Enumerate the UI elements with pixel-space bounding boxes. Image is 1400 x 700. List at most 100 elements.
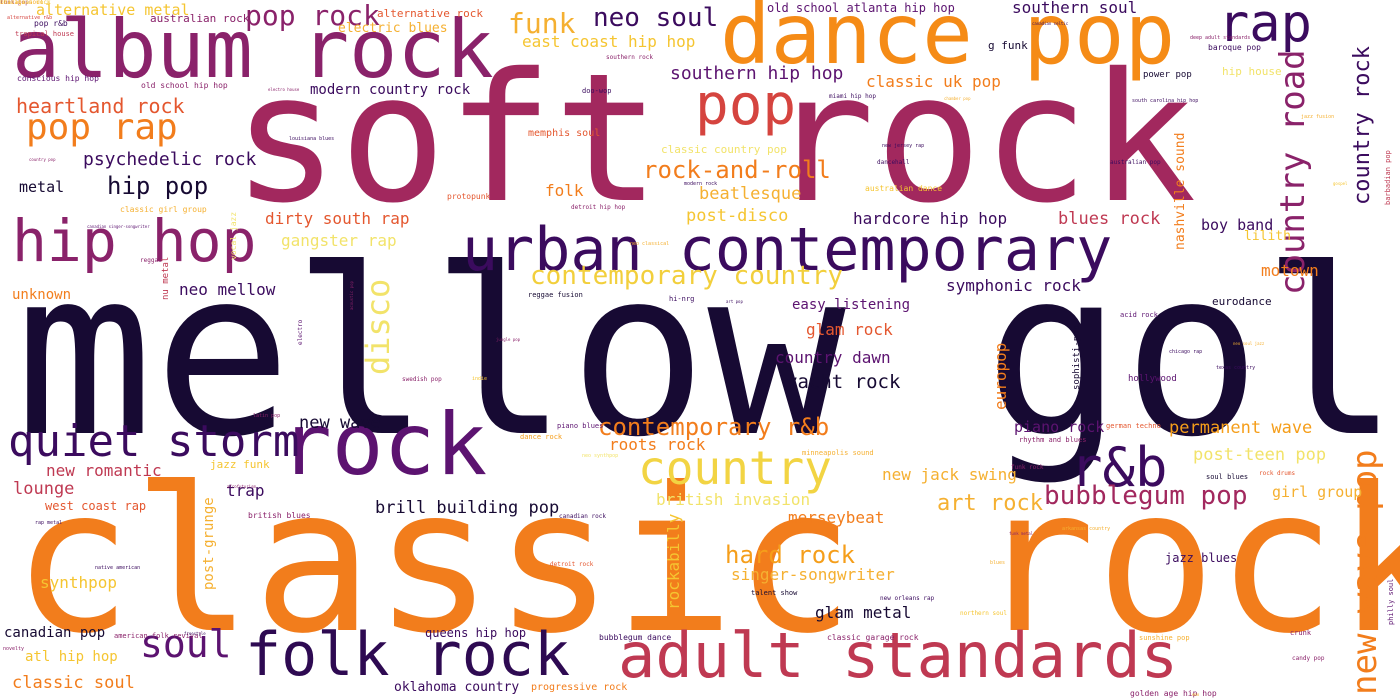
- genre-word: art rock: [937, 493, 1043, 515]
- genre-word: girl group: [1272, 485, 1362, 500]
- genre-word: detroit rock: [550, 562, 593, 568]
- genre-word: neo mellow: [179, 282, 275, 298]
- genre-word: sunshine pop: [1139, 635, 1190, 642]
- genre-word: blues rock: [1058, 211, 1160, 228]
- genre-word: canadian singer-songwriter: [87, 225, 150, 229]
- genre-word: pop r&b: [34, 20, 68, 28]
- genre-word: atl hip hop: [25, 650, 118, 664]
- genre-word: old school hip hop: [141, 82, 228, 90]
- genre-word: rap metal: [35, 521, 62, 526]
- genre-word: easy listening: [792, 298, 910, 312]
- genre-word: old school atlanta hip hop: [767, 2, 955, 14]
- genre-word: northern soul: [960, 611, 1007, 617]
- genre-word: detroit hip hop: [571, 205, 625, 211]
- genre-word: southern soul: [1012, 0, 1137, 16]
- genre-word: post-grunge: [202, 497, 216, 590]
- genre-word: jazz blues: [1165, 552, 1237, 564]
- genre-word: lilith: [1244, 230, 1291, 243]
- genre-word: classic garage rock: [827, 634, 919, 642]
- genre-word: beatlesque: [699, 186, 801, 203]
- genre-word: motown: [1261, 263, 1319, 279]
- genre-word: metal: [19, 180, 64, 195]
- genre-word: piano rock: [1014, 420, 1104, 435]
- genre-word: doo-wop: [582, 88, 612, 95]
- genre-word: east coast hip hop: [522, 34, 695, 50]
- genre-word: eurodance: [1212, 296, 1272, 307]
- genre-word: hard rock: [725, 543, 855, 567]
- genre-word: texas country: [1216, 366, 1255, 371]
- genre-word: pop: [695, 78, 796, 134]
- genre-word: alternative rock: [377, 8, 483, 19]
- genre-word: new wave: [299, 415, 381, 432]
- genre-word: nashville sound: [1174, 133, 1187, 250]
- genre-word: dirty south rap: [265, 211, 410, 227]
- genre-word: psychedelic rock: [83, 151, 256, 169]
- genre-word: neo classical: [630, 242, 669, 247]
- genre-word: baroque pop: [1208, 44, 1261, 52]
- genre-word: lounge: [13, 481, 74, 498]
- genre-word: native american: [95, 566, 140, 571]
- genre-word: post-disco: [686, 208, 788, 225]
- genre-word: protopunk: [447, 193, 490, 201]
- genre-word: electro: [298, 320, 304, 345]
- genre-word: canadian rock: [559, 514, 606, 520]
- genre-word: permanent wave: [1169, 420, 1312, 437]
- genre-word: hollywood: [1128, 375, 1177, 384]
- genre-word: classic soul: [12, 675, 135, 692]
- genre-word: arkansas country: [1062, 527, 1110, 532]
- genre-word: piano blues: [557, 423, 603, 430]
- genre-word: afrofuturism: [227, 485, 256, 489]
- genre-word: progressive rock: [531, 683, 627, 693]
- genre-word: freestyle: [184, 632, 206, 636]
- genre-word: folk: [545, 183, 584, 199]
- genre-word: dancehall: [877, 160, 910, 166]
- genre-word: louisiana blues: [289, 137, 334, 142]
- genre-word: heartland rock: [16, 96, 185, 116]
- genre-word: new orleans rap: [880, 596, 934, 602]
- genre-word: country dawn: [775, 350, 891, 366]
- genre-word: chicago rap: [1169, 350, 1202, 355]
- genre-word: golden age hip hop: [1130, 690, 1217, 698]
- genre-word: canadian pop: [4, 626, 105, 640]
- genre-word: electric blues: [338, 22, 448, 35]
- genre-word: art pop: [726, 300, 743, 304]
- genre-word: jazz fusion: [1301, 115, 1334, 120]
- genre-word: hip hop: [12, 212, 256, 270]
- genre-word: hip house: [1222, 66, 1282, 77]
- genre-word: synthpop: [40, 575, 117, 591]
- genre-word: unknown: [12, 288, 71, 302]
- genre-word: country pop: [29, 158, 56, 162]
- genre-word: memphis soul: [528, 129, 600, 139]
- genre-word: blues: [990, 561, 1005, 566]
- genre-word: latin pop: [253, 414, 280, 419]
- genre-word: sophisti-pop: [1073, 325, 1082, 390]
- genre-word: southern hip hop: [670, 65, 843, 83]
- genre-word: alternative r&b: [7, 16, 52, 21]
- genre-word: queens hip hop: [425, 627, 526, 639]
- genre-word: dance rock: [520, 434, 562, 441]
- genre-word: classic girl group: [120, 206, 207, 214]
- genre-word: acoustic pop: [350, 281, 354, 310]
- genre-word: rockabilly: [666, 514, 682, 610]
- genre-word: neo synthpop: [582, 454, 618, 459]
- genre-word: indie: [472, 377, 487, 382]
- genre-word: soul blues: [1206, 474, 1248, 481]
- genre-word: funk metal: [1009, 532, 1033, 536]
- genre-word: crunk: [1290, 630, 1311, 637]
- genre-word: post-teen pop: [1193, 447, 1326, 464]
- genre-word: merseybeat: [788, 510, 884, 526]
- genre-word: southern rock: [606, 55, 653, 61]
- genre-word: british blues: [248, 512, 311, 520]
- genre-word: rock drums: [1259, 471, 1295, 477]
- genre-word: jungle pop: [496, 338, 520, 342]
- genre-word: symphonic rock: [946, 278, 1081, 294]
- genre-word: german techno: [1106, 423, 1161, 430]
- genre-word: minneapolis sound: [802, 450, 874, 457]
- genre-word: tropical house: [15, 31, 74, 38]
- genre-word: new romantic: [46, 463, 162, 479]
- genre-word: south carolina hip hop: [1132, 99, 1198, 104]
- genre-word: hip pop: [107, 174, 208, 198]
- genre-word: australian pop: [1110, 160, 1161, 166]
- genre-word: neo soul: [593, 5, 718, 31]
- genre-word: chamber pop: [944, 97, 971, 101]
